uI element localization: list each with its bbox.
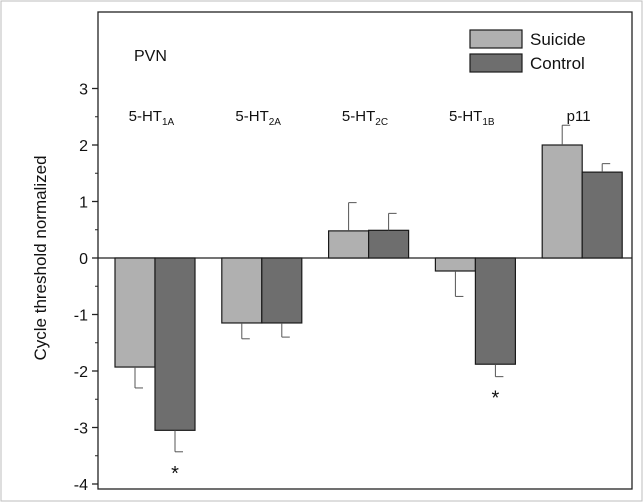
- bar-suicide-1: [221, 257, 263, 324]
- bar-control-4: [581, 171, 623, 259]
- category-label-base: 5-HT: [235, 108, 268, 125]
- bar-suicide-4: [541, 144, 583, 259]
- significance-marks: **: [171, 388, 499, 485]
- category-label: 5-HT2C: [342, 108, 388, 128]
- y-tick-label: 1: [79, 195, 88, 212]
- y-axis: -4 -3 -2 -1 0 1 2 3: [74, 82, 98, 494]
- bar-control-3: [474, 257, 516, 365]
- category-label-subscript: 1B: [482, 117, 495, 128]
- legend-swatch-suicide: [469, 29, 523, 49]
- bar-control-1: [261, 257, 303, 324]
- category-label: 5-HT1A: [129, 108, 175, 128]
- category-label: 5-HT2A: [235, 108, 281, 128]
- region-label: PVN: [134, 48, 167, 65]
- plot-frame: [97, 11, 633, 490]
- category-label: p11: [567, 108, 591, 125]
- bar-suicide-3: [434, 257, 476, 272]
- significance-asterisk: *: [492, 388, 500, 410]
- bar-control-0: [154, 257, 196, 431]
- y-tick-label: 3: [79, 82, 88, 99]
- legend-swatch-control: [469, 53, 523, 73]
- category-label-subscript: 2C: [375, 117, 388, 128]
- legend: Suicide Control: [469, 29, 586, 73]
- error-bars: [134, 124, 611, 453]
- category-label-base: 5-HT: [129, 108, 162, 125]
- category-label-base: 5-HT: [342, 108, 375, 125]
- y-tick-label: 2: [79, 138, 88, 155]
- category-labels: 5-HT1A 5-HT2A 5-HT2C 5-HT1B p11: [129, 108, 591, 128]
- bars: [114, 144, 623, 431]
- category-label-subscript: 1A: [162, 117, 175, 128]
- category-label-subscript: 2A: [269, 117, 282, 128]
- y-axis-label: Cycle threshold normalized: [31, 155, 50, 360]
- category-label-base: p11: [567, 108, 591, 125]
- y-tick-label: -1: [74, 308, 88, 325]
- category-label-base: 5-HT: [449, 108, 482, 125]
- legend-label-control: Control: [530, 54, 585, 73]
- category-label: 5-HT1B: [449, 108, 495, 128]
- bar-suicide-2: [328, 230, 370, 259]
- y-tick-label: -2: [74, 364, 88, 381]
- y-tick-label: 0: [79, 251, 88, 268]
- bar-control-2: [368, 229, 410, 259]
- y-tick-label: -3: [74, 421, 88, 438]
- bar-suicide-0: [114, 257, 156, 368]
- significance-asterisk: *: [171, 463, 179, 485]
- legend-label-suicide: Suicide: [530, 30, 586, 49]
- y-tick-label: -4: [74, 477, 88, 494]
